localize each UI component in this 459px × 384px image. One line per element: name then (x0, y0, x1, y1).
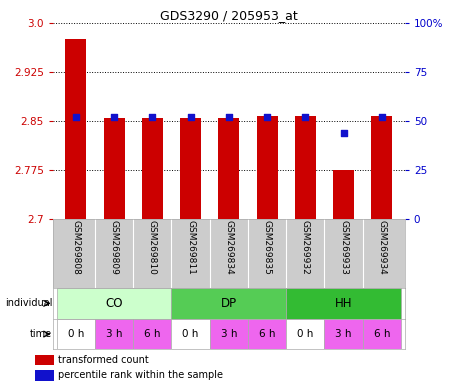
Bar (324, 319, 362, 349)
Bar (285, 319, 324, 349)
Text: GSM269932: GSM269932 (300, 220, 309, 275)
Text: 0 h: 0 h (297, 329, 313, 339)
Bar (171, 319, 209, 349)
Bar (65, 40, 86, 219)
Bar (35, 370, 54, 381)
Text: individual: individual (5, 298, 52, 308)
Text: GSM269809: GSM269809 (109, 220, 118, 275)
Text: 6 h: 6 h (144, 329, 160, 339)
Text: 0 h: 0 h (67, 329, 84, 339)
Text: GSM269934: GSM269934 (376, 220, 386, 275)
Text: GSM269811: GSM269811 (186, 220, 195, 275)
Text: GSM269808: GSM269808 (71, 220, 80, 275)
Text: HH: HH (334, 297, 352, 310)
Text: percentile rank within the sample: percentile rank within the sample (58, 370, 223, 381)
Bar (179, 118, 201, 219)
Text: DP: DP (220, 297, 236, 310)
Text: 3 h: 3 h (106, 329, 122, 339)
Bar (218, 118, 239, 219)
Bar (247, 319, 285, 349)
Text: 6 h: 6 h (258, 329, 275, 339)
Bar (56, 319, 95, 349)
Point (301, 114, 308, 120)
Bar (35, 355, 54, 365)
Point (377, 114, 385, 120)
Bar (362, 319, 400, 349)
Point (110, 114, 118, 120)
Point (339, 130, 347, 136)
Text: CO: CO (105, 297, 123, 310)
Text: GSM269835: GSM269835 (262, 220, 271, 275)
Bar (56, 288, 171, 319)
Bar (294, 116, 315, 219)
Bar (209, 319, 247, 349)
Text: 0 h: 0 h (182, 329, 198, 339)
Text: time: time (30, 329, 52, 339)
Text: transformed count: transformed count (58, 355, 149, 365)
Text: GSM269810: GSM269810 (147, 220, 157, 275)
Bar (95, 319, 133, 349)
Bar (256, 116, 277, 219)
Text: 3 h: 3 h (335, 329, 351, 339)
Text: GSM269834: GSM269834 (224, 220, 233, 275)
Bar (171, 288, 285, 319)
Text: GSM269933: GSM269933 (338, 220, 347, 275)
Bar (133, 319, 171, 349)
Point (263, 114, 270, 120)
Point (225, 114, 232, 120)
Title: GDS3290 / 205953_at: GDS3290 / 205953_at (160, 9, 297, 22)
Text: 6 h: 6 h (373, 329, 389, 339)
Bar (285, 288, 400, 319)
Point (72, 114, 79, 120)
Bar (370, 116, 392, 219)
Bar (141, 118, 162, 219)
Bar (103, 118, 124, 219)
Point (148, 114, 156, 120)
Bar (332, 170, 353, 219)
Point (186, 114, 194, 120)
Text: 3 h: 3 h (220, 329, 236, 339)
